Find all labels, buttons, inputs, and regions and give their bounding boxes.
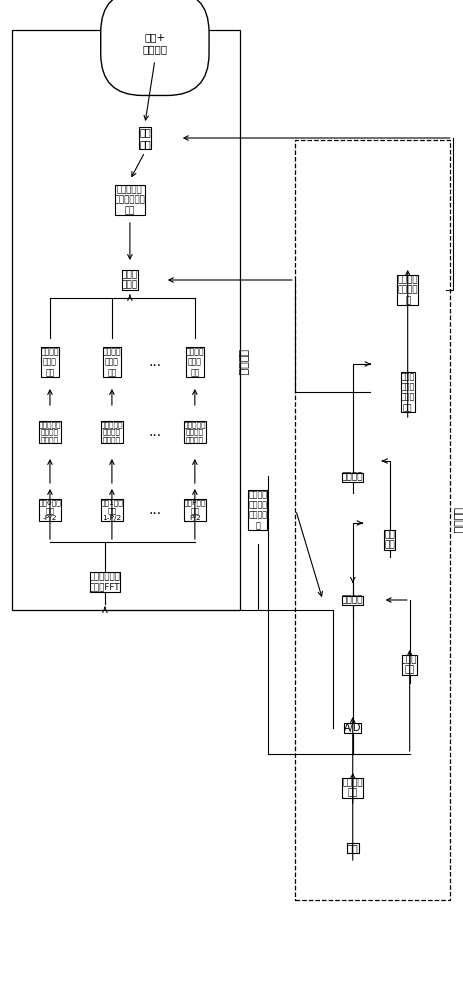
Bar	[294, 140, 449, 900]
Text: 提取特定序列
并进行FFT: 提取特定序列 并进行FFT	[89, 572, 120, 592]
Text: 延迟与
共轭: 延迟与 共轭	[401, 655, 417, 675]
Text: 查找峰值: 查找峰值	[341, 473, 363, 482]
Text: 幅值大
小比较: 幅值大 小比较	[122, 270, 138, 290]
Text: 支路1循环
移位
1-P/2: 支路1循环 移位 1-P/2	[100, 499, 123, 521]
Text: 与本地特定
序列进行
相关运算: 与本地特定 序列进行 相关运算	[38, 421, 61, 443]
Text: ...: ...	[148, 355, 161, 369]
Bar	[12, 30, 239, 610]
Text: ...: ...	[148, 425, 161, 439]
Text: 首次捕获: 首次捕获	[452, 507, 462, 533]
Text: 纠正时偏
及小数频
偏: 纠正时偏 及小数频 偏	[397, 275, 417, 305]
Text: 天线: 天线	[346, 843, 358, 853]
Text: 二次捕获: 二次捕获	[238, 349, 247, 375]
Text: 支路P循环
移位
P/2: 支路P循环 移位 P/2	[183, 499, 206, 521]
Text: 序列进行
自相关
运算: 序列进行 自相关 运算	[102, 347, 121, 377]
Text: 首次定
时位置
及小数
频偏: 首次定 时位置 及小数 频偏	[400, 372, 414, 412]
Text: 射频信道
模块: 射频信道 模块	[342, 778, 362, 798]
Text: ...: ...	[148, 503, 161, 517]
Text: 与本地特定
序列进行
相关运算: 与本地特定 序列进行 相关运算	[183, 421, 206, 443]
Text: 滑动
累加: 滑动 累加	[383, 530, 394, 550]
Text: 捕获阶段
跳频频率
序列生成
器: 捕获阶段 跳频频率 序列生成 器	[248, 490, 267, 530]
Text: 整数频偏及
一次定时位置
计算: 整数频偏及 一次定时位置 计算	[114, 185, 145, 215]
Text: 合并
计算: 合并 计算	[139, 127, 150, 149]
Text: A/D: A/D	[343, 723, 361, 733]
Text: 序列进行
自相关
运算: 序列进行 自相关 运算	[41, 347, 59, 377]
Text: 频偏+
时间位置: 频偏+ 时间位置	[142, 32, 167, 54]
Text: 与本地特定
序列进行
相关运算: 与本地特定 序列进行 相关运算	[100, 421, 123, 443]
Text: 序列进行
自相关
运算: 序列进行 自相关 运算	[185, 347, 204, 377]
Text: 相关运算: 相关运算	[341, 595, 363, 604]
Text: 支路0循环
移位
-P/2: 支路0循环 移位 -P/2	[38, 499, 61, 521]
